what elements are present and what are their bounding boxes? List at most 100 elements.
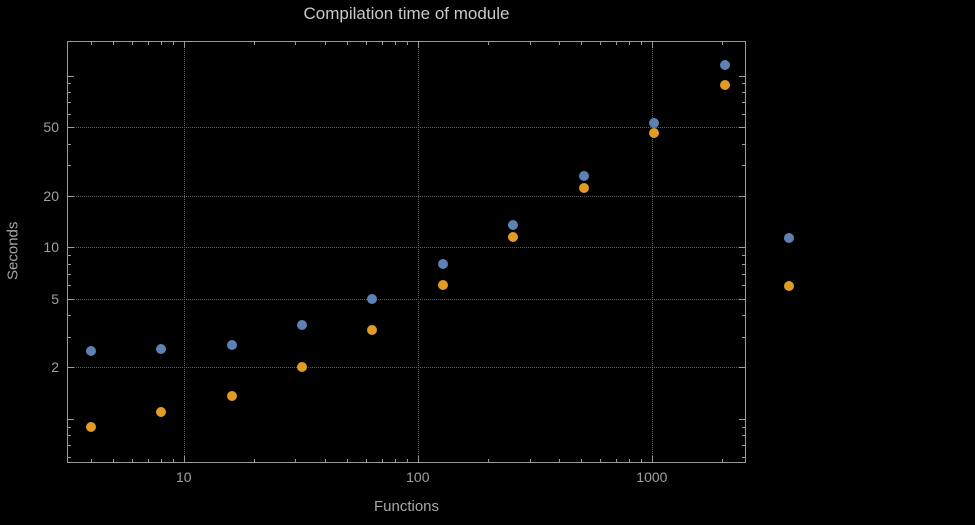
legend-marker-series-1 [784,233,794,243]
x-tick-mark [254,42,256,45]
x-tick-mark [324,42,326,45]
y-gridline [68,127,745,129]
y-tick-mark [742,263,745,265]
y-tick-mark [68,255,71,257]
data-point-series-1 [297,320,308,331]
x-tick-label: 1000 [636,469,668,485]
x-tick-mark [90,42,92,45]
y-tick-mark [68,83,71,85]
x-tick-mark [615,459,617,462]
y-tick-mark [742,143,745,145]
x-tick-mark [395,42,397,45]
x-tick-mark [417,456,419,462]
x-tick-mark [615,42,617,45]
y-tick-label: 5 [51,290,59,307]
x-tick-mark [131,459,133,462]
x-tick-mark [629,42,631,45]
x-tick-mark [147,42,149,45]
x-tick-mark [488,42,490,45]
y-tick-mark [742,83,745,85]
x-gridline [183,42,185,462]
data-point-series-2 [437,280,448,291]
y-tick-mark [742,165,745,167]
y-tick-mark [739,418,745,420]
y-tick-mark [68,273,71,275]
x-tick-mark [629,459,631,462]
x-tick-mark [147,459,149,462]
x-tick-label: 10 [176,469,192,485]
y-tick-mark [742,445,745,447]
x-tick-mark [113,459,115,462]
x-tick-mark [381,459,383,462]
x-tick-mark [365,459,367,462]
x-tick-mark [417,42,419,48]
x-tick-mark [407,459,409,462]
y-axis-label: Seconds [4,221,22,281]
plot-frame: 10 100 1000 2 5 10 20 50 [43,41,746,485]
x-tick-mark [183,456,185,462]
data-point-series-1 [719,60,730,71]
y-tick-label: 50 [43,119,59,136]
x-tick-mark [558,42,560,45]
data-point-series-1 [508,219,519,230]
x-tick-mark [131,42,133,45]
x-tick-mark [347,459,349,462]
y-tick-mark [68,456,71,458]
y-tick-mark [68,165,71,167]
data-point-series-1 [649,117,660,128]
y-tick-mark [742,435,745,437]
data-point-series-2 [508,231,519,242]
data-point-series-2 [367,324,378,335]
y-tick-mark [742,456,745,458]
data-point-series-1 [367,293,378,304]
y-tick-mark [68,336,71,338]
y-tick-mark [68,418,74,420]
x-tick-mark [161,42,163,45]
y-tick-mark [742,336,745,338]
y-tick-mark [68,143,71,145]
y-tick-mark [68,247,74,249]
x-tick-mark [173,459,175,462]
x-tick-mark [113,42,115,45]
data-point-series-1 [156,344,167,355]
y-tick-mark [742,285,745,287]
y-tick-mark [68,285,71,287]
y-tick-mark [742,315,745,317]
data-point-series-2 [649,128,660,139]
data-point-series-2 [719,80,730,91]
y-tick-mark [68,113,71,115]
x-tick-mark [254,459,256,462]
x-tick-mark [529,42,531,45]
y-tick-label: 10 [43,239,59,256]
y-gridline [68,298,745,300]
y-tick-mark [68,435,71,437]
y-gridline [68,195,745,197]
x-tick-mark [558,459,560,462]
x-gridline [417,42,419,462]
y-tick-label: 2 [51,359,59,376]
y-gridline [68,367,745,369]
x-tick-mark [641,42,643,45]
y-tick-mark [68,445,71,447]
data-point-series-1 [578,170,589,181]
x-tick-mark [529,459,531,462]
y-tick-mark [68,195,74,197]
y-tick-mark [739,247,745,249]
y-tick-label: 20 [43,187,59,204]
x-tick-mark [347,42,349,45]
x-tick-mark [295,42,297,45]
y-tick-mark [742,102,745,104]
x-tick-mark [324,459,326,462]
chart-title: Compilation time of module [303,4,510,23]
y-tick-mark [68,127,74,129]
y-tick-mark [742,113,745,115]
data-point-series-1 [226,339,237,350]
legend-marker-series-2 [784,281,794,291]
data-point-series-2 [226,391,237,402]
x-axis-label: Functions [373,498,440,515]
x-tick-mark [651,456,653,462]
data-point-series-2 [297,362,308,373]
data-point-series-2 [156,406,167,417]
x-tick-mark [581,42,583,45]
